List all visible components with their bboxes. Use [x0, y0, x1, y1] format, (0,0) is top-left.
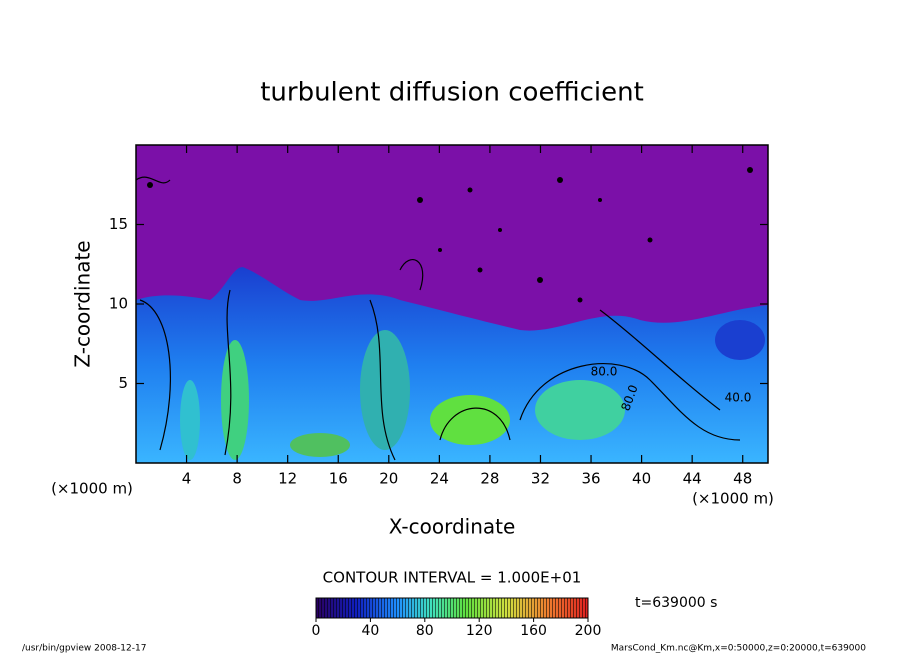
- x-tick-label: 4: [182, 470, 192, 488]
- x-unit-label: (×1000 m): [51, 480, 133, 498]
- x-tick-label: 8: [232, 470, 242, 488]
- colorbar-tick-label: 40: [361, 623, 379, 639]
- colorbar-tick-label: 120: [466, 623, 493, 639]
- contour-interval: CONTOUR INTERVAL = 1.000E+01: [323, 569, 582, 587]
- colorbar-tick-label: 0: [312, 623, 321, 639]
- colorbar-tick-label: 200: [575, 623, 602, 639]
- x-tick-label: 12: [278, 470, 297, 488]
- y-axis-title: Z-coordinate: [71, 240, 95, 367]
- time-label: t=639000 s: [635, 595, 717, 611]
- x-tick-label: 32: [531, 470, 550, 488]
- x-unit-label: (×1000 m): [692, 490, 774, 508]
- x-tick-label: 16: [329, 470, 348, 488]
- colorbar-tick-label: 80: [416, 623, 434, 639]
- footer-left: /usr/bin/gpview 2008-12-17: [22, 644, 146, 654]
- chart-title: turbulent diffusion coefficient: [260, 78, 644, 108]
- colorbar-frame: [315, 597, 589, 619]
- x-tick-label: 28: [480, 470, 499, 488]
- x-tick-label: 24: [430, 470, 449, 488]
- x-tick-label: 20: [379, 470, 398, 488]
- colorbar-tick-label: 160: [520, 623, 547, 639]
- y-tick-label: 5: [118, 374, 128, 392]
- x-tick-label: 48: [733, 470, 752, 488]
- y-tick-label: 10: [109, 295, 128, 313]
- x-tick-label: 36: [581, 470, 600, 488]
- contour-field: [136, 145, 768, 463]
- x-tick-label: 44: [683, 470, 702, 488]
- contour-label: 40.0: [725, 391, 752, 405]
- contour-label: 80.0: [591, 365, 618, 379]
- x-tick-label: 40: [632, 470, 651, 488]
- y-tick-label: 15: [109, 215, 128, 233]
- footer-right: MarsCond_Km.nc@Km,x=0:50000,z=0:20000,t=…: [611, 644, 866, 654]
- x-axis-title: X-coordinate: [389, 515, 516, 539]
